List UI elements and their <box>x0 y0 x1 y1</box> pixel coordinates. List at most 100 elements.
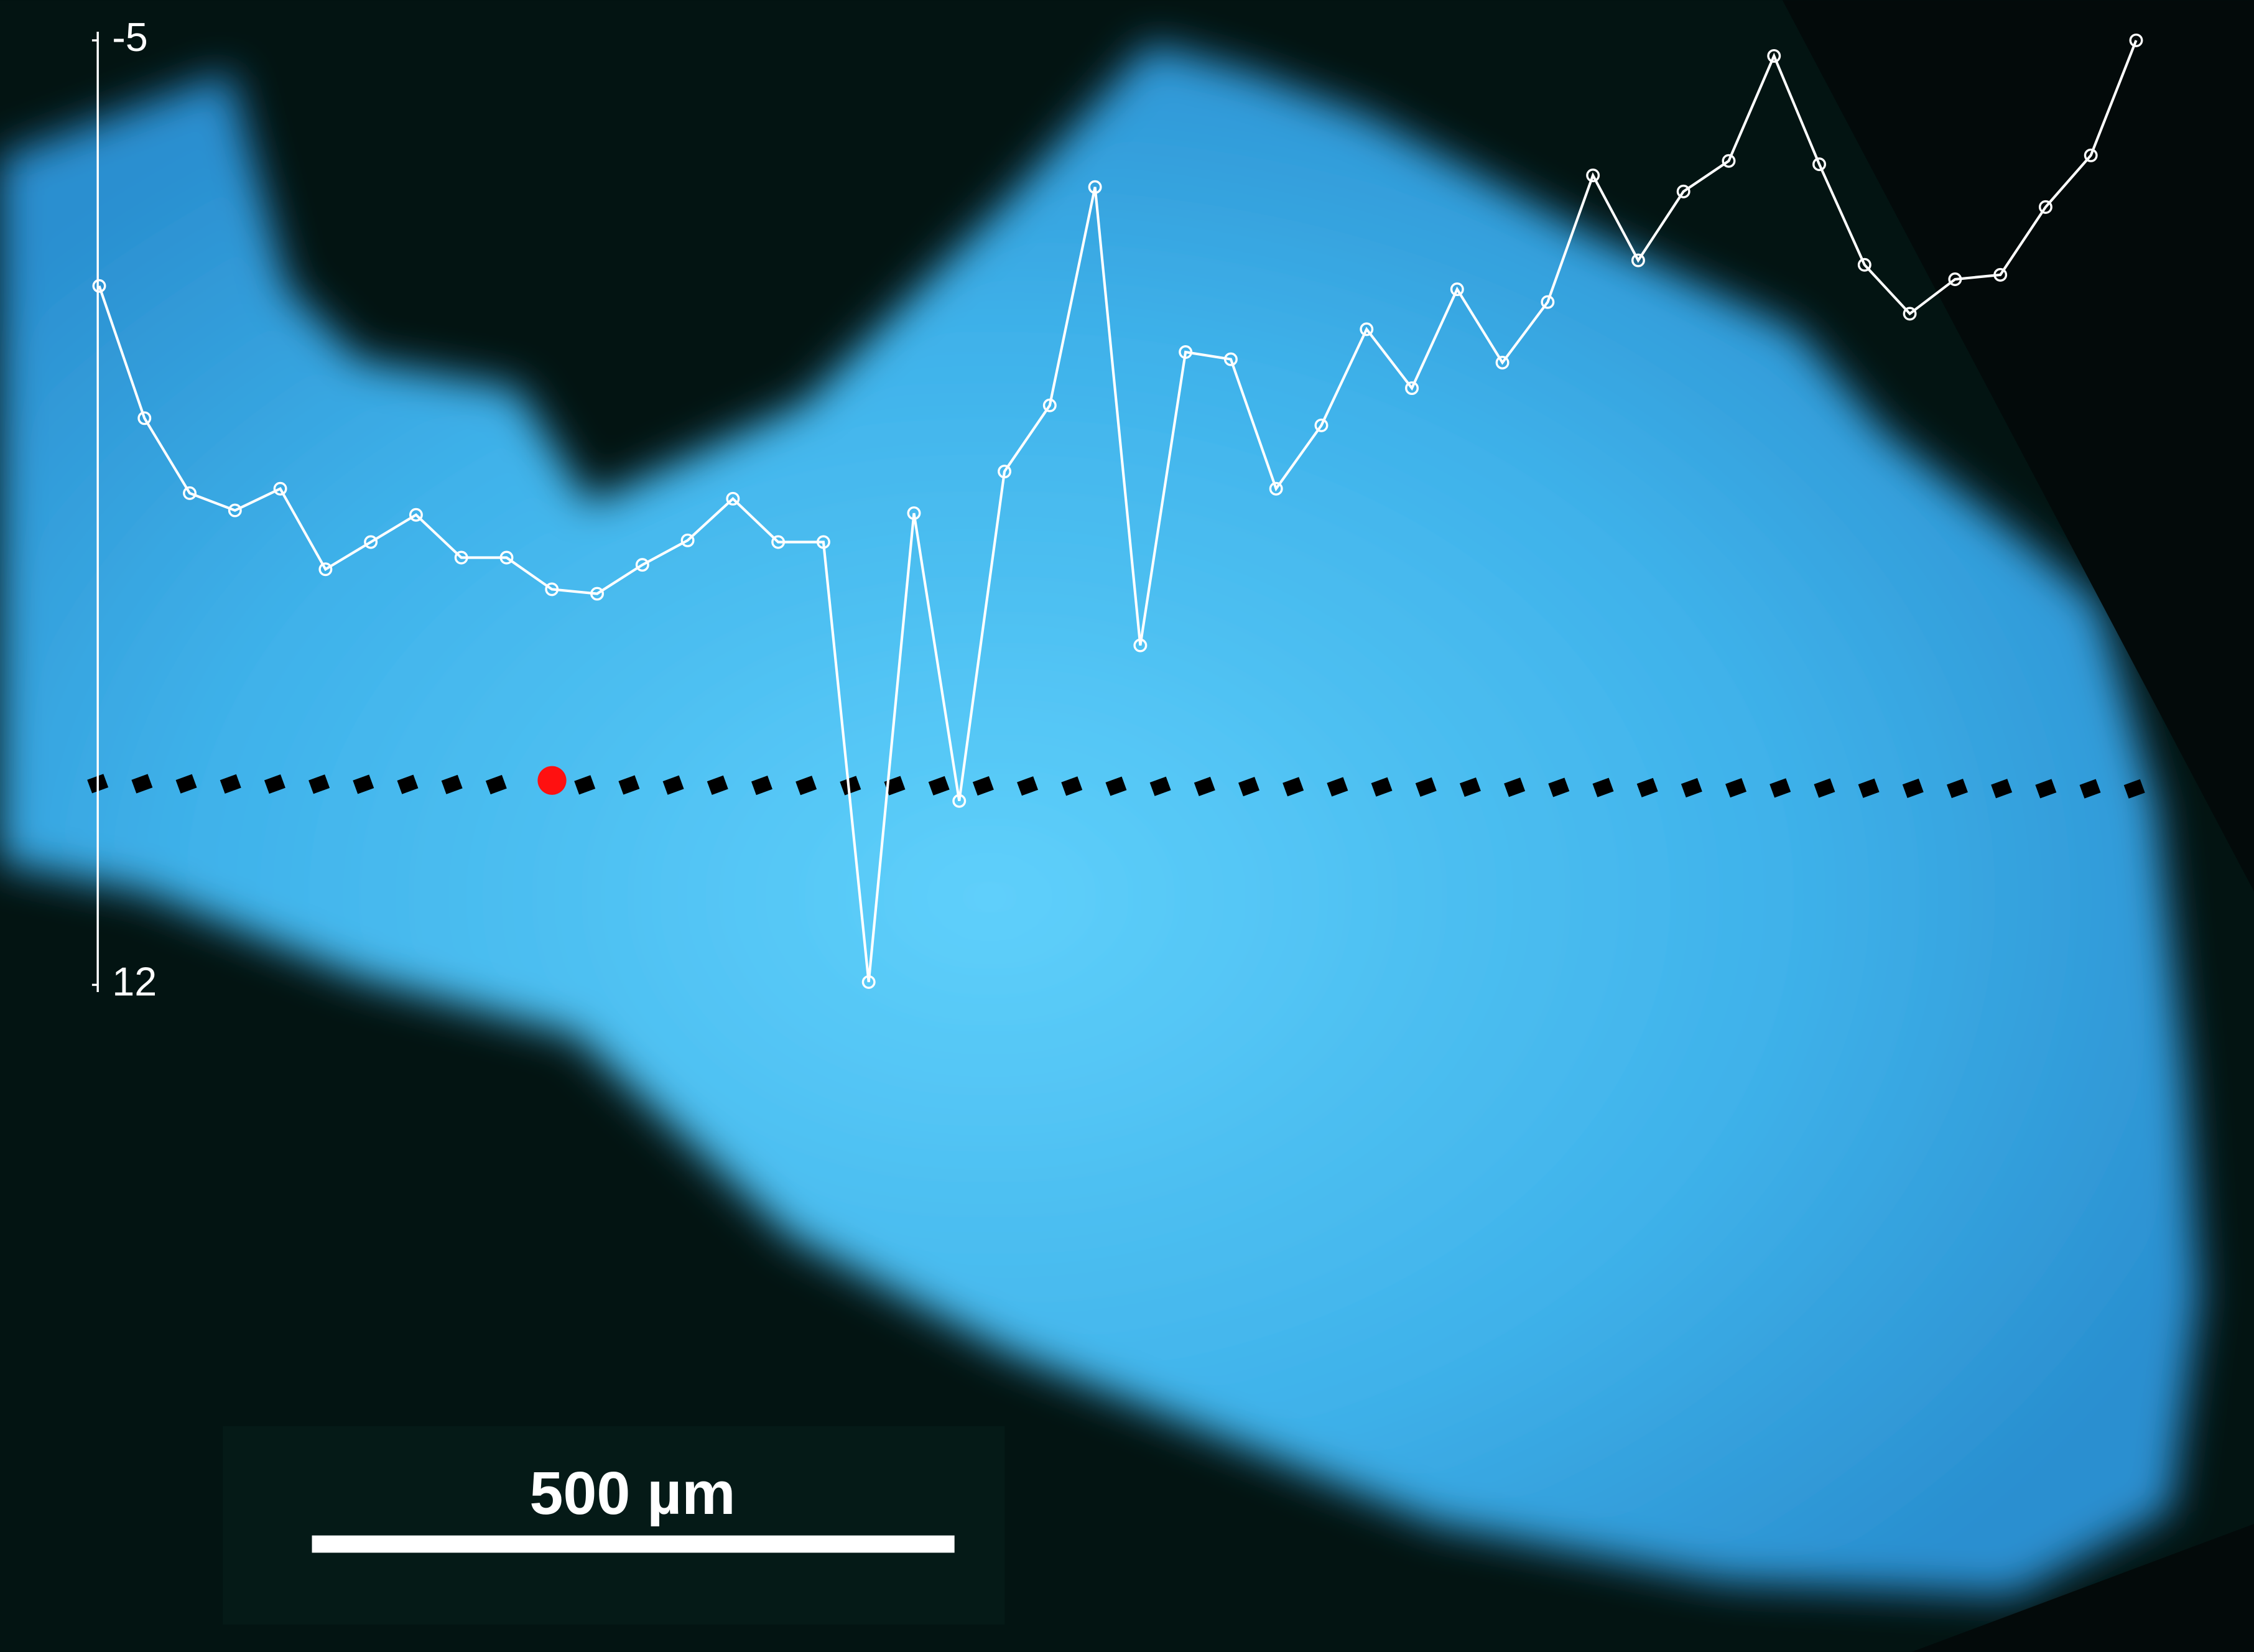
transect-dot <box>795 776 817 796</box>
transect-dot <box>1991 779 2013 799</box>
transect-dot <box>1327 777 1348 797</box>
transect-dot <box>1149 776 1171 796</box>
data-point <box>499 550 514 565</box>
transect-dot <box>1017 776 1039 796</box>
scale-bar-box <box>223 1426 1005 1625</box>
data-point <box>364 535 378 549</box>
transect-dot <box>2079 779 2101 799</box>
transect-dot <box>485 774 507 795</box>
data-point <box>1450 282 1464 297</box>
data-point <box>1223 352 1238 366</box>
data-point <box>590 587 605 601</box>
data-point <box>318 562 333 577</box>
data-point <box>1631 253 1645 267</box>
data-point <box>1857 258 1871 272</box>
data-point <box>1586 168 1600 182</box>
transect-dot <box>1636 777 1658 797</box>
data-point <box>1314 418 1329 432</box>
y-tick-label: -5 <box>112 14 148 60</box>
transect-dot <box>1282 777 1304 797</box>
data-point <box>1269 481 1283 496</box>
transect-dot <box>2123 779 2145 799</box>
transect-dot <box>574 775 596 795</box>
data-line <box>98 40 2138 983</box>
data-point <box>1767 49 1781 63</box>
transect-dot <box>1946 778 1968 799</box>
transect-dot <box>1592 777 1614 797</box>
data-point <box>952 794 967 808</box>
data-point <box>1042 398 1057 412</box>
transect-dot <box>1814 778 1835 798</box>
data-point <box>454 550 468 565</box>
data-point <box>137 411 152 425</box>
data-point <box>1948 272 1962 286</box>
transect-dot <box>1415 777 1437 797</box>
transect-dot <box>751 775 772 796</box>
data-point <box>726 491 740 506</box>
data-point <box>680 533 695 547</box>
plot: -5 12 <box>91 14 2143 1004</box>
transect-dot <box>840 776 861 796</box>
data-point <box>2129 33 2143 47</box>
transect-dot <box>1769 778 1791 798</box>
transect-dot <box>353 774 374 794</box>
data-point <box>92 279 106 293</box>
transect-dot <box>928 776 950 796</box>
transect-dot <box>1194 776 1215 797</box>
y-tick-label: 12 <box>112 958 157 1004</box>
data-point <box>1676 184 1690 198</box>
transect-dot <box>220 774 241 794</box>
data-point <box>1495 356 1510 369</box>
transect-dot <box>1858 778 1880 798</box>
data-point <box>1722 154 1736 168</box>
transect-dot <box>308 774 330 794</box>
data-point <box>409 508 423 522</box>
transect-dot <box>1725 778 1747 798</box>
transect-dot <box>707 775 728 796</box>
data-point <box>545 582 559 596</box>
data-point <box>1993 267 2008 282</box>
data-point <box>1088 180 1102 194</box>
scale-bar-label: 500 µm <box>529 1459 735 1527</box>
data-point <box>2038 200 2052 214</box>
transect-dot <box>1371 777 1393 797</box>
data-point <box>635 558 649 572</box>
transect-dot <box>441 774 463 794</box>
data-point <box>1360 322 1374 336</box>
data-point <box>1133 638 1148 652</box>
data-point <box>816 535 830 549</box>
data-point <box>183 486 197 500</box>
data-point <box>273 481 287 496</box>
transect-dot <box>662 775 684 795</box>
transect-dot <box>1902 778 1924 799</box>
data-point <box>1179 345 1193 359</box>
transect-dot <box>972 776 994 796</box>
transect-dot <box>131 774 153 794</box>
transect-dot <box>618 775 640 795</box>
data-point <box>228 503 242 517</box>
transect-dot <box>1548 777 1570 797</box>
data-point <box>1903 307 1917 321</box>
data-point <box>771 535 786 549</box>
transect-dot <box>1459 777 1481 797</box>
sample-point <box>537 766 567 795</box>
transect-dot <box>1504 777 1526 797</box>
data-point <box>2084 148 2098 162</box>
transect-dot <box>1681 777 1702 798</box>
transect-dot <box>264 774 285 794</box>
data-point <box>1541 295 1555 309</box>
data-point <box>1405 381 1419 396</box>
transect-dot <box>397 774 419 794</box>
transect-dot <box>1105 776 1127 796</box>
transect-dot <box>1238 777 1259 797</box>
data-point <box>861 975 876 989</box>
data-point <box>1812 157 1827 172</box>
dark-corner <box>1911 1524 2254 1652</box>
specimen <box>0 43 2200 1596</box>
dark-corner <box>1782 0 2254 892</box>
transect-dot <box>1061 776 1083 796</box>
data-point <box>907 506 921 521</box>
transect-dot <box>175 774 197 794</box>
